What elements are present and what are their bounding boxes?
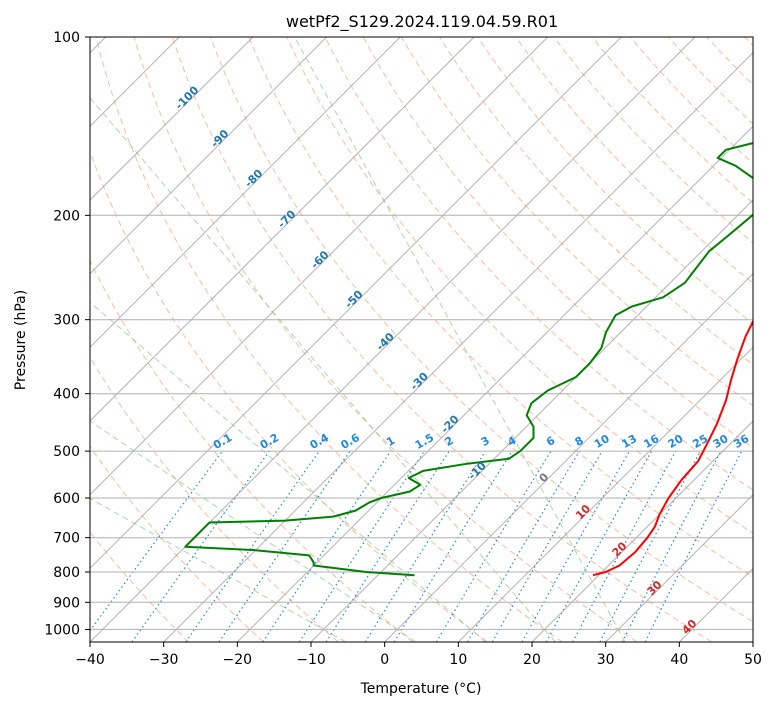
profile-line bbox=[592, 319, 753, 577]
isotherm bbox=[531, 420, 753, 642]
isotherm bbox=[90, 37, 254, 201]
isotherm bbox=[90, 37, 475, 422]
x-tick-label: −10 bbox=[296, 652, 326, 668]
x-tick-label: 0 bbox=[380, 652, 389, 668]
moist-adiabat bbox=[90, 301, 486, 642]
mixing-ratio-line bbox=[364, 450, 486, 642]
x-tick-label: 50 bbox=[744, 652, 762, 668]
dry-adiabat bbox=[90, 259, 414, 642]
isotherm bbox=[310, 199, 753, 642]
dry-adiabat bbox=[90, 445, 264, 642]
skewed-isotherms bbox=[90, 37, 753, 642]
isotherm bbox=[236, 125, 753, 642]
dry-adiabat bbox=[133, 37, 638, 642]
y-tick-label: 500 bbox=[53, 444, 80, 460]
plot-frame bbox=[89, 36, 754, 643]
mixing-ratio-line bbox=[262, 450, 392, 642]
x-tick-label: −40 bbox=[75, 652, 105, 668]
y-axis-ticks: 100 200 300 400 500 600 700 800 900 1000 bbox=[44, 30, 90, 638]
y-tick-label: 400 bbox=[53, 387, 80, 403]
isotherm bbox=[605, 493, 753, 642]
dry-adiabat bbox=[248, 37, 753, 578]
isotherm bbox=[384, 272, 753, 642]
x-tick-label: 20 bbox=[523, 652, 541, 668]
isotherm bbox=[90, 37, 402, 349]
y-tick-label: 300 bbox=[53, 313, 80, 329]
dry-adiabat bbox=[286, 37, 753, 534]
mixing-ratio-line bbox=[466, 450, 580, 642]
moist-adiabat bbox=[294, 37, 626, 642]
mixing-ratio-line bbox=[325, 450, 450, 642]
x-tick-label: 40 bbox=[670, 652, 688, 668]
mixing-ratio-line bbox=[185, 450, 320, 642]
dry-adiabat bbox=[95, 37, 563, 642]
x-tick-label: 30 bbox=[597, 652, 615, 668]
mixing-ratio-line bbox=[599, 450, 702, 642]
chart-title: wetPf2_S129.2024.119.04.59.R01 bbox=[286, 12, 558, 32]
mixing-ratio-line bbox=[435, 450, 552, 642]
y-tick-label: 600 bbox=[53, 491, 80, 507]
profile-lines bbox=[184, 142, 753, 577]
y-axis-label: Pressure (hPa) bbox=[13, 290, 29, 390]
moist-adiabat bbox=[90, 97, 556, 642]
isotherm bbox=[90, 37, 549, 496]
dry-adiabat bbox=[324, 37, 753, 491]
isotherm bbox=[90, 37, 328, 275]
dry-adiabat bbox=[210, 37, 753, 623]
dry-adiabat bbox=[362, 37, 753, 449]
mixing-ratio-line bbox=[218, 450, 351, 642]
y-tick-label: 200 bbox=[53, 208, 80, 224]
x-axis-label: Temperature (°C) bbox=[360, 681, 482, 697]
dry-adiabat bbox=[438, 37, 753, 366]
x-tick-label: 10 bbox=[449, 652, 467, 668]
dry-adiabats bbox=[90, 37, 753, 642]
mixing-ratio-line bbox=[572, 450, 677, 642]
pressure-gridlines bbox=[90, 37, 753, 630]
y-tick-label: 100 bbox=[53, 30, 80, 46]
y-tick-label: 800 bbox=[53, 565, 80, 581]
isotherm bbox=[457, 346, 753, 642]
y-tick-label: 700 bbox=[53, 531, 80, 547]
x-axis-ticks: −40 −30 −20 −10 0 10 20 30 40 50 bbox=[75, 642, 762, 668]
y-tick-label: 900 bbox=[53, 595, 80, 611]
dry-adiabat bbox=[515, 37, 753, 284]
dry-adiabat bbox=[400, 37, 753, 407]
dry-adiabat bbox=[477, 37, 753, 325]
profile-line bbox=[184, 142, 753, 577]
x-tick-label: −30 bbox=[149, 652, 179, 668]
isotherm bbox=[90, 37, 623, 570]
dry-adiabat bbox=[171, 37, 712, 642]
y-tick-label: 1000 bbox=[44, 622, 80, 638]
x-tick-label: −20 bbox=[223, 652, 253, 668]
isotherm bbox=[163, 51, 753, 642]
